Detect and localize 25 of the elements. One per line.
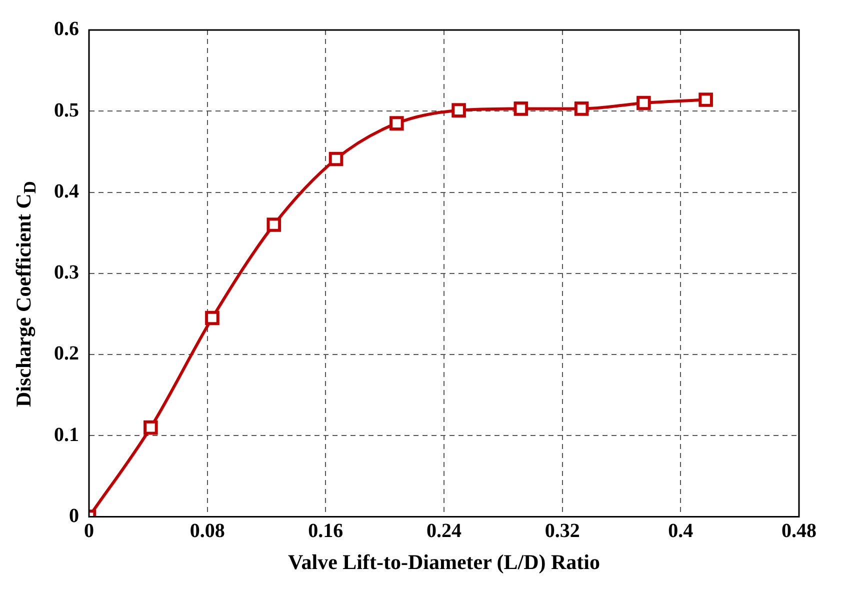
x-tick-label: 0.24: [426, 520, 462, 542]
point: [698, 92, 713, 107]
point: [205, 310, 220, 326]
y-tick-label: 0.4: [54, 180, 79, 202]
y-tick-label: 0.5: [54, 99, 79, 122]
x-tick-label: 0.08: [190, 520, 225, 542]
point: [514, 102, 528, 116]
x-tick-label: 0: [84, 520, 94, 542]
point: [452, 103, 466, 118]
point: [574, 102, 589, 116]
y-tick-label: 0.1: [54, 424, 79, 446]
x-tick-label: 0.48: [782, 520, 816, 542]
y-tick-label: 0: [69, 504, 79, 527]
y-tick-label: 0.6: [54, 18, 79, 40]
y-tick-label: 0.3: [54, 262, 79, 284]
point: [328, 152, 344, 166]
point: [144, 420, 158, 435]
point: [266, 218, 282, 232]
x-axis-title: Valve Lift-to-Diameter (L/D) Ratio: [288, 550, 600, 574]
point: [390, 116, 404, 130]
point: [636, 96, 651, 110]
x-tick-label: 0.4: [668, 520, 694, 542]
y-tick-label: 0.2: [54, 342, 79, 365]
x-tick-label: 0.32: [544, 520, 580, 542]
x-tick-label: 0.16: [308, 520, 344, 542]
